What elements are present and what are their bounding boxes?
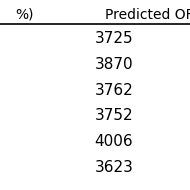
Text: Predicted ORI: Predicted ORI xyxy=(105,8,190,22)
Text: 3762: 3762 xyxy=(95,83,133,98)
Text: 4006: 4006 xyxy=(95,134,133,149)
Text: 3870: 3870 xyxy=(95,57,133,72)
Text: 3623: 3623 xyxy=(95,160,133,175)
Text: %): %) xyxy=(16,8,34,22)
Text: 3752: 3752 xyxy=(95,108,133,123)
Text: 3725: 3725 xyxy=(95,31,133,46)
